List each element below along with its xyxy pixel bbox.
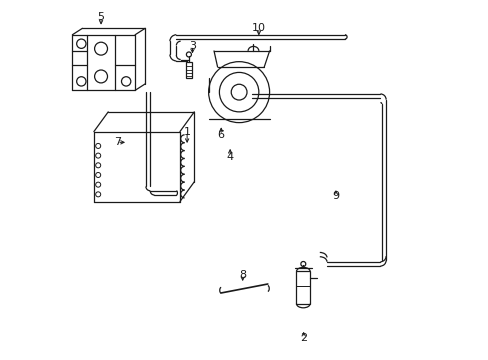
Text: 5: 5 [98, 12, 104, 22]
Bar [185, 62, 191, 78]
Text: 7: 7 [113, 138, 121, 147]
Bar [296, 271, 309, 304]
Text: 3: 3 [189, 41, 196, 50]
Text: 10: 10 [251, 23, 265, 33]
Text: 6: 6 [217, 130, 224, 140]
Text: 2: 2 [300, 333, 306, 343]
Text: 8: 8 [239, 270, 246, 280]
Text: 4: 4 [226, 152, 233, 162]
Text: 9: 9 [332, 191, 339, 201]
Text: 1: 1 [183, 127, 190, 136]
